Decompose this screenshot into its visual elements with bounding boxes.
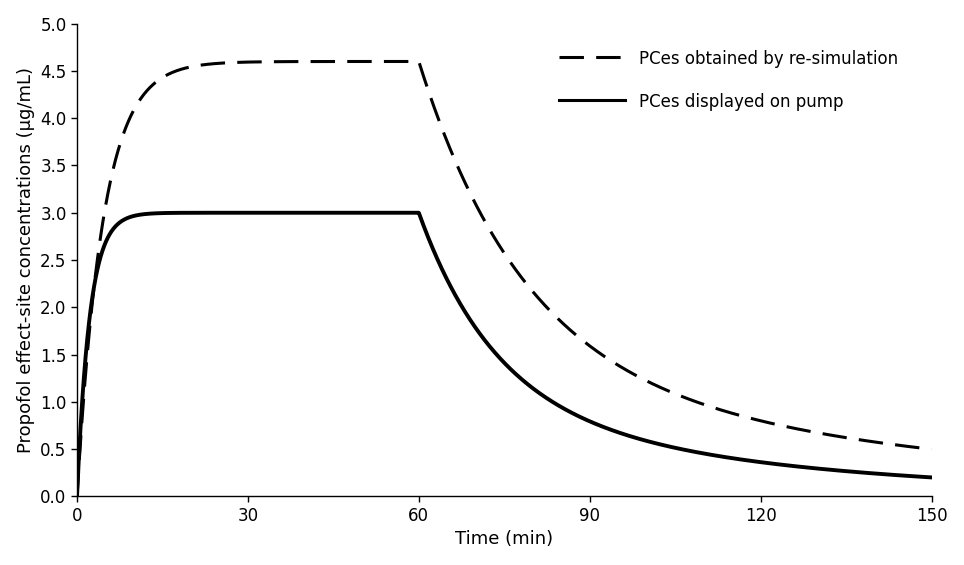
Line: PCes displayed on pump: PCes displayed on pump — [77, 213, 931, 497]
PCes obtained by re-simulation — [909, 444, 921, 451]
Legend: PCes obtained by re-simulation, PCes displayed on pump: PCes obtained by re-simulation, PCes dis… — [550, 41, 906, 119]
PCes obtained by re-simulation — [925, 446, 937, 453]
PCes displayed on pump — [925, 474, 937, 481]
PCes displayed on pump — [413, 210, 424, 216]
PCes displayed on pump — [71, 493, 83, 500]
PCes displayed on pump — [220, 210, 231, 216]
PCes obtained by re-simulation — [169, 68, 180, 75]
PCes displayed on pump — [437, 266, 448, 272]
PCes displayed on pump — [399, 210, 411, 216]
PCes obtained by re-simulation — [399, 58, 411, 65]
Line: PCes obtained by re-simulation: PCes obtained by re-simulation — [77, 62, 931, 497]
PCes displayed on pump — [817, 466, 829, 472]
PCes obtained by re-simulation — [71, 493, 83, 500]
X-axis label: Time (min): Time (min) — [455, 531, 553, 549]
PCes obtained by re-simulation — [817, 431, 829, 437]
Y-axis label: Propofol effect-site concentrations (μg/mL): Propofol effect-site concentrations (μg/… — [16, 67, 35, 453]
PCes displayed on pump — [909, 473, 921, 480]
PCes obtained by re-simulation — [413, 58, 424, 65]
PCes obtained by re-simulation — [437, 125, 448, 132]
PCes displayed on pump — [169, 210, 180, 216]
PCes obtained by re-simulation — [220, 59, 231, 66]
